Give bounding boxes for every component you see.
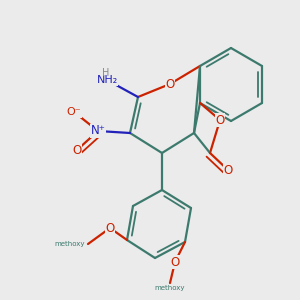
Text: O: O — [224, 164, 232, 176]
Text: H: H — [102, 68, 110, 78]
Text: O: O — [170, 256, 180, 268]
Text: methoxy: methoxy — [55, 241, 85, 247]
Text: O: O — [215, 113, 225, 127]
Text: O⁻: O⁻ — [67, 107, 81, 117]
Text: O: O — [165, 77, 175, 91]
Text: O: O — [105, 221, 115, 235]
Text: O: O — [72, 143, 82, 157]
Text: N⁺: N⁺ — [91, 124, 105, 137]
Text: methoxy: methoxy — [155, 285, 185, 291]
Text: NH₂: NH₂ — [96, 75, 118, 85]
